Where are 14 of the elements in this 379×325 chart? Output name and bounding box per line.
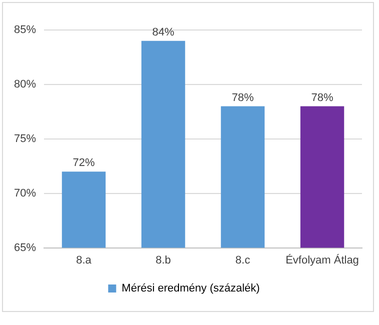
legend-label: Mérési eredmény (százalék)	[122, 282, 260, 295]
data-label: 78%	[232, 92, 254, 104]
x-tick-label: Évfolyam Átlag	[286, 253, 359, 266]
x-tick-label: 8.b	[156, 254, 171, 266]
y-tick-label: 70%	[14, 187, 36, 200]
y-tick-label: 85%	[14, 24, 36, 36]
y-tick-label: 75%	[14, 132, 36, 145]
data-label: 72%	[72, 157, 95, 170]
data-label: 84%	[152, 26, 174, 38]
x-tick-label: 8.c	[235, 254, 251, 266]
data-label: 78%	[311, 92, 334, 104]
x-tick-label: 8.a	[76, 254, 92, 266]
y-tick-label: 65%	[14, 242, 36, 254]
y-tick-label: 80%	[14, 78, 36, 90]
